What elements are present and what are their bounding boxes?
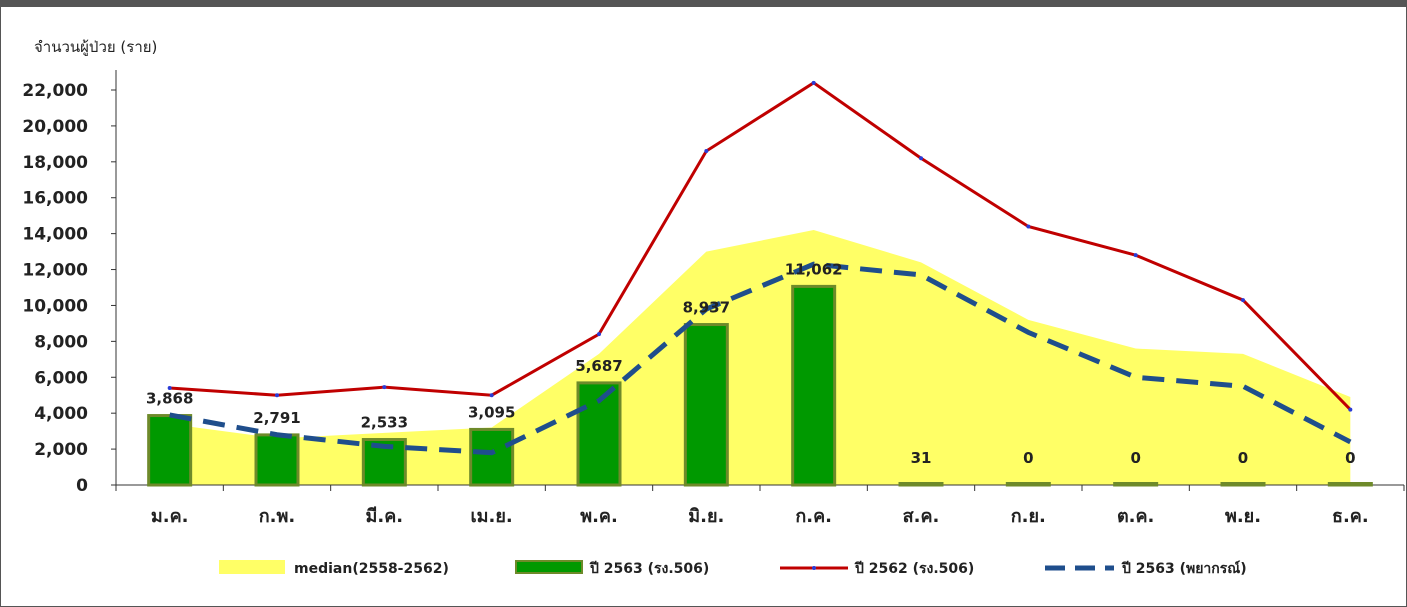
x-tick-label: มิ.ย.: [688, 506, 724, 527]
x-tick-label: ม.ค.: [151, 506, 189, 527]
legend-label-median: median(2558-2562): [294, 561, 449, 577]
x-tick-label: ต.ค.: [1117, 506, 1154, 527]
line-2562: [169, 81, 1352, 411]
bar-data-label: 0: [1238, 449, 1248, 467]
bar-data-label: 5,687: [575, 357, 622, 375]
top-border: [0, 0, 1407, 7]
line-2562-point: [1348, 407, 1353, 412]
x-tick-label: พ.ค.: [580, 506, 618, 527]
x-tick-label: เม.ย.: [471, 506, 513, 527]
y-tick-label: 12,000: [22, 261, 88, 281]
y-tick-label: 14,000: [22, 225, 88, 245]
bar: [1113, 482, 1159, 487]
x-tick-label: พ.ย.: [1225, 506, 1261, 527]
bar-data-label: 2,533: [361, 414, 408, 432]
y-tick-label: 0: [76, 476, 88, 496]
median-area: [169, 230, 1351, 485]
y-tick-label: 8,000: [34, 332, 88, 352]
forecast-2563-line: [169, 261, 1352, 456]
bar-data-label: 0: [1023, 449, 1033, 467]
x-tick-label: ก.พ.: [259, 506, 295, 527]
y-axis-title: จำนวนผู้ป่วย (ราย): [34, 38, 157, 56]
bar-data-label: 3,868: [146, 390, 193, 408]
y-tick-label: 10,000: [22, 296, 88, 316]
x-tick-label: ธ.ค.: [1332, 506, 1369, 527]
line-2562-point: [1133, 253, 1138, 258]
y-tick-label: 18,000: [22, 153, 88, 173]
x-tick-label: ก.ค.: [795, 506, 832, 527]
y-tick-label: 2,000: [34, 440, 88, 460]
bar: [791, 284, 837, 487]
legend: median(2558-2562) ปี 2563 (รง.506) ปี 2562…: [219, 560, 1247, 577]
bar: [1005, 482, 1051, 487]
bars-layer: [147, 284, 1373, 487]
x-tick-label: ก.ย.: [1011, 506, 1046, 527]
bar-data-label: 8,937: [683, 299, 730, 317]
bar: [683, 323, 729, 487]
data-labels-layer: 3,868 2,791 2,533 3,095 5,687 8,937 11,062 31 0 0…: [146, 260, 1356, 467]
y-tick-label: 20,000: [22, 117, 88, 137]
line-2562-point: [382, 385, 387, 390]
bar-data-label: 31: [911, 449, 932, 467]
legend-swatch-median: [219, 560, 285, 574]
bar: [898, 482, 944, 487]
bar-data-label: 3,095: [468, 403, 515, 421]
bar: [147, 414, 193, 487]
legend-swatch-red-point: [812, 566, 816, 570]
bar: [1220, 482, 1266, 487]
axes-layer: 0 2,000 4,000 6,000 8,000 10,000 12,000 14,000 1…: [22, 70, 1405, 527]
bar: [1327, 482, 1373, 487]
line-2562-point: [489, 393, 494, 398]
line-2562-point: [167, 386, 172, 391]
median-area-layer: [169, 230, 1351, 485]
y-tick-label: 22,000: [22, 81, 88, 101]
bar-data-label: 2,791: [253, 409, 300, 427]
legend-swatch-bar: [515, 560, 583, 574]
legend-label-forecast: ปี 2563 (พยากรณ์): [1121, 560, 1247, 577]
lines-layer: [167, 80, 1353, 456]
bar-data-label: 0: [1130, 449, 1140, 467]
line-2562-point: [919, 156, 923, 161]
bar-data-label: 0: [1345, 449, 1355, 467]
y-tick-label: 4,000: [34, 404, 88, 424]
line-2562-point: [811, 80, 816, 85]
line-2562-point: [1026, 224, 1031, 229]
bar: [469, 427, 515, 487]
line-2562-point: [704, 149, 709, 154]
bar: [254, 433, 300, 487]
line-2562-point: [1241, 298, 1245, 303]
y-tick-label: 6,000: [34, 368, 88, 388]
x-tick-label: มี.ค.: [366, 506, 404, 527]
line-2562-point: [275, 393, 279, 398]
line-2562-point: [597, 332, 601, 337]
x-tick-label: ส.ค.: [903, 506, 940, 527]
legend-label-red-line: ปี 2562 (รง.506): [854, 561, 975, 577]
bar-data-label: 11,062: [785, 260, 843, 278]
y-tick-label: 16,000: [22, 189, 88, 209]
legend-label-bar: ปี 2563 (รง.506): [589, 561, 710, 577]
